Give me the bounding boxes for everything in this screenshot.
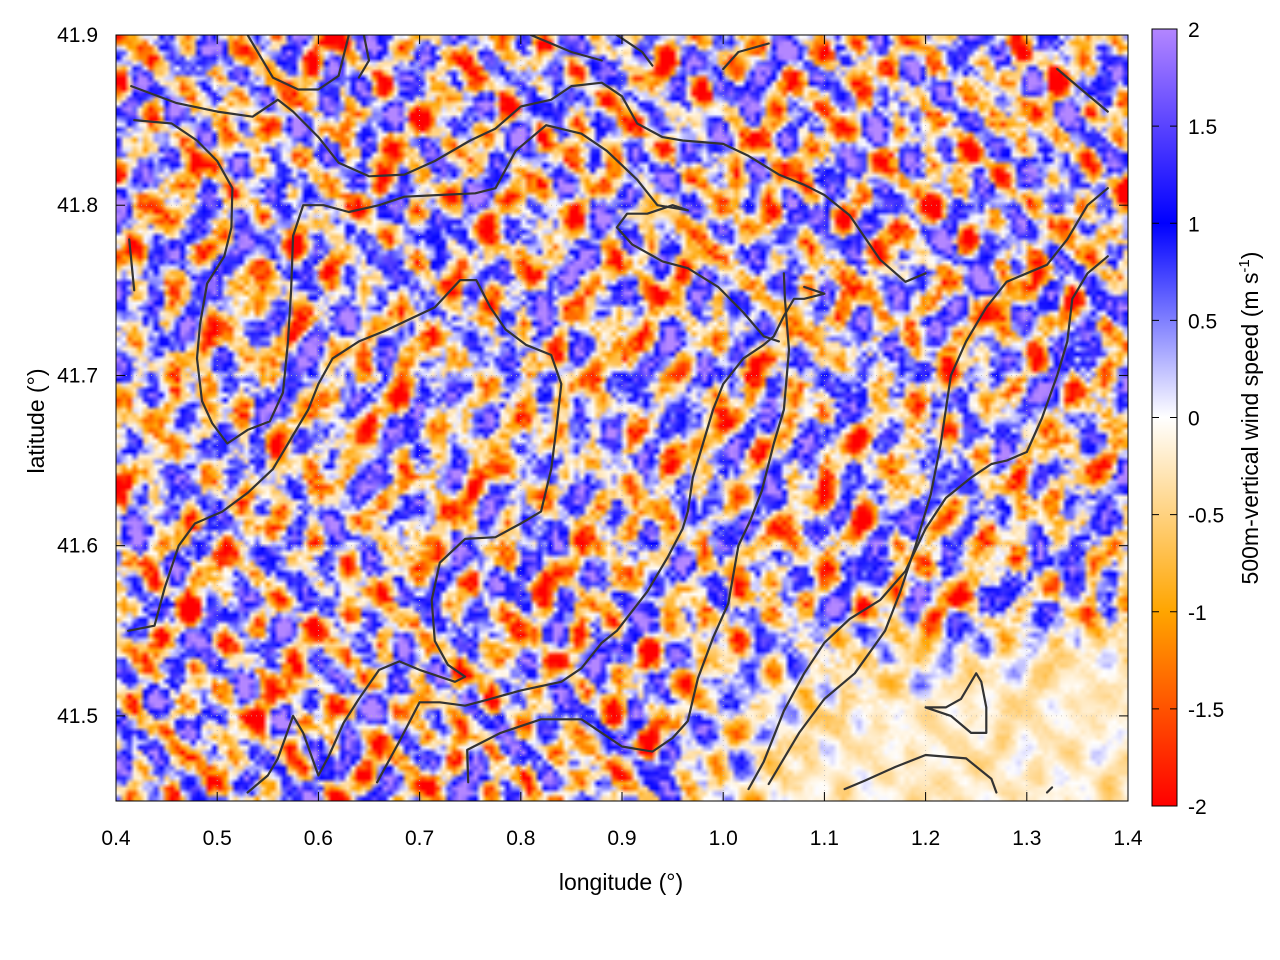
colorbar-tick-label: -2 xyxy=(1188,796,1207,819)
x-axis-title: longitude (°) xyxy=(559,869,683,895)
y-axis-title: latitude (°) xyxy=(23,368,49,473)
colorbar-title-exponent: -1 xyxy=(1236,259,1253,272)
colorbar-tick-label: -1.5 xyxy=(1188,699,1224,722)
contour-line-11 xyxy=(1045,786,1054,794)
x-tick-label: 0.5 xyxy=(203,827,232,850)
x-tick-label: 0.7 xyxy=(405,827,434,850)
contour-line-7 xyxy=(747,255,1109,791)
contour-lines xyxy=(127,35,1109,794)
colorbar-tick-label: -1 xyxy=(1188,602,1207,625)
colorbar-tick-label: -0.5 xyxy=(1188,505,1224,528)
heatmap-field xyxy=(116,35,1128,801)
contour-line-2 xyxy=(133,118,781,445)
colorbar: 2 1.5 1 0.5 0 -0.5 -1 -1.5 -2 xyxy=(1151,19,1224,819)
y-axis-ticks: 41.5 41.6 41.7 41.8 41.9 xyxy=(57,24,1128,728)
x-tick-label: 0.6 xyxy=(304,827,333,850)
colorbar-tick-label: 0.5 xyxy=(1188,310,1217,333)
contour-line-10 xyxy=(843,753,998,794)
x-tick-label: 1.1 xyxy=(810,827,839,850)
x-tick-label: 1.3 xyxy=(1012,827,1041,850)
x-tick-label: 1.4 xyxy=(1113,827,1143,850)
x-tick-label: 1.2 xyxy=(911,827,940,850)
contour-line-8 xyxy=(767,187,1109,786)
contour-line-16 xyxy=(722,42,770,71)
x-axis-ticks: 0.4 0.5 0.6 0.7 0.8 0.9 1.0 1.1 1.2 1.3 1.4 xyxy=(101,35,1143,850)
y-tick-label: 41.7 xyxy=(57,364,98,387)
colorbar-tick-label: 1.5 xyxy=(1188,116,1217,139)
plot-area: 0.4 0.5 0.6 0.7 0.8 0.9 1.0 1.1 1.2 1.3 1.4 41.541… xyxy=(57,24,1143,850)
x-tick-label: 1.0 xyxy=(709,827,738,850)
y-tick-label: 41.9 xyxy=(57,24,98,47)
contour-line-9 xyxy=(924,672,988,735)
contour-line-6 xyxy=(466,272,791,784)
contour-line-14 xyxy=(529,35,603,62)
colorbar-title-close: ) xyxy=(1237,252,1263,260)
x-tick-label: 0.9 xyxy=(607,827,636,850)
contour-line-1 xyxy=(130,81,927,283)
grid-lines xyxy=(116,35,1128,801)
y-tick-label: 41.8 xyxy=(57,194,98,217)
colorbar-tick-label: 2 xyxy=(1188,19,1200,42)
x-tick-label: 0.4 xyxy=(101,827,131,850)
x-tick-label: 0.8 xyxy=(506,827,535,850)
y-tick-label: 41.5 xyxy=(57,705,98,728)
contour-line-13 xyxy=(357,35,371,79)
colorbar-title-main: 500m-vertical wind speed (m s xyxy=(1237,273,1263,585)
contour-line-12 xyxy=(246,35,350,91)
colorbar-tick-label: 1 xyxy=(1188,213,1200,236)
contour-line-17 xyxy=(1056,67,1109,113)
contour-line-5 xyxy=(376,285,826,784)
y-tick-label: 41.6 xyxy=(57,535,98,558)
colorbar-title: 500m-vertical wind speed (m s-1) xyxy=(1236,252,1263,585)
contour-line-15 xyxy=(615,35,654,67)
contour-line-4 xyxy=(127,279,563,794)
colorbar-tick-label: 0 xyxy=(1188,408,1200,431)
contour-line-3 xyxy=(128,238,136,292)
colorbar-ticks: 2 1.5 1 0.5 0 -0.5 -1 -1.5 -2 xyxy=(1152,19,1224,819)
